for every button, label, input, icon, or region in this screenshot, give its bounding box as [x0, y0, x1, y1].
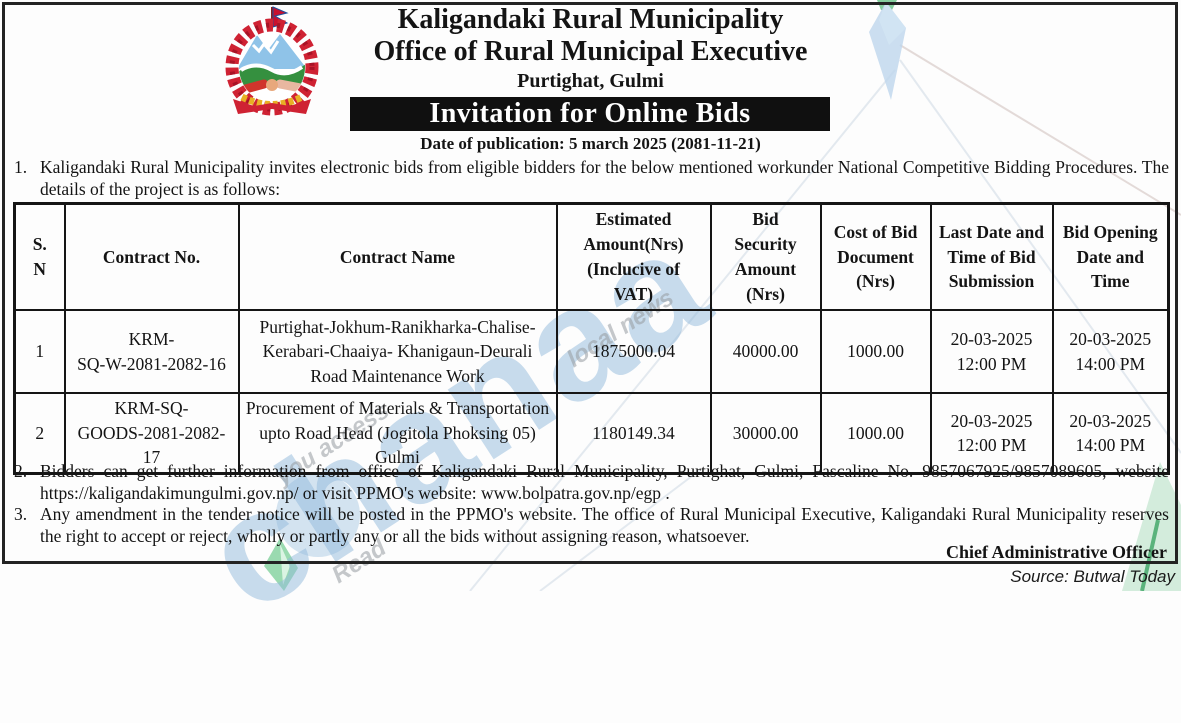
office-title: Office of Rural Municipal Executive — [373, 36, 808, 67]
cell-sn: 1 — [13, 309, 66, 394]
cell-contract-name: Purtighat-Jokhum-Ranikharka-Chalise-Kera… — [237, 309, 558, 394]
cell-opening-date: 20-03-2025 14:00 PM — [1051, 309, 1170, 394]
municipality-title: Kaligandaki Rural Municipality — [397, 4, 784, 35]
cell-estimated-amount: 1180149.34 — [555, 392, 712, 475]
table-header-row: S. N Contract No. Contract Name Estimate… — [13, 202, 1170, 311]
cell-estimated-amount: 1875000.04 — [555, 309, 712, 394]
bid-invitation-banner: Invitation for Online Bids — [350, 97, 830, 131]
cell-bid-security: 30000.00 — [709, 392, 822, 475]
clause-text: Kaligandaki Rural Municipality invites e… — [40, 157, 1169, 199]
cell-contract-no: KRM-SQ- GOODS-2081-2082-17 — [63, 392, 240, 475]
bids-table: S. N Contract No. Contract Name Estimate… — [13, 202, 1170, 475]
cell-document-cost: 1000.00 — [819, 309, 932, 394]
table-row: 1 KRM- SQ-W-2081-2082-16 Purtighat-Jokhu… — [13, 309, 1170, 394]
cell-sn: 2 — [13, 392, 66, 475]
column-header-bid-security: Bid Security Amount (Nrs) — [709, 202, 822, 311]
clause-number: 1. — [14, 157, 28, 177]
column-header-sn: S. N — [13, 202, 66, 311]
cell-contract-no: KRM- SQ-W-2081-2082-16 — [63, 309, 240, 394]
clause-1: 1. Kaligandaki Rural Municipality invite… — [12, 157, 1169, 200]
location-subtitle: Purtighat, Gulmi — [517, 70, 664, 92]
cell-bid-security: 40000.00 — [709, 309, 822, 394]
cell-submission-deadline: 20-03-2025 12:00 PM — [929, 392, 1054, 475]
column-header-opening-date: Bid Opening Date and Time — [1051, 202, 1170, 311]
source-credit: Source: Butwal Today — [1010, 567, 1175, 586]
cell-opening-date: 20-03-2025 14:00 PM — [1051, 392, 1170, 475]
cell-contract-name: Procurement of Materials & Transportatio… — [237, 392, 558, 475]
column-header-estimated-amount: Estimated Amount(Nrs) (Inclucive of VAT) — [555, 202, 712, 311]
column-header-contract-name: Contract Name — [237, 202, 558, 311]
column-header-document-cost: Cost of Bid Document (Nrs) — [819, 202, 932, 311]
column-header-contract-no: Contract No. — [63, 202, 240, 311]
column-header-submission-deadline: Last Date and Time of Bid Submission — [929, 202, 1054, 311]
clause-number: 3. — [14, 504, 28, 524]
table-row: 2 KRM-SQ- GOODS-2081-2082-17 Procurement… — [13, 392, 1170, 475]
signatory-title: Chief Administrative Officer — [946, 542, 1167, 562]
cell-submission-deadline: 20-03-2025 12:00 PM — [929, 309, 1054, 394]
cell-document-cost: 1000.00 — [819, 392, 932, 475]
nepal-government-emblem — [225, 6, 319, 116]
clause-3: 3. Any amendment in the tender notice wi… — [12, 504, 1169, 547]
clause-text: Any amendment in the tender notice will … — [40, 504, 1169, 546]
publication-date: Date of publication: 5 march 2025 (2081-… — [420, 134, 761, 153]
